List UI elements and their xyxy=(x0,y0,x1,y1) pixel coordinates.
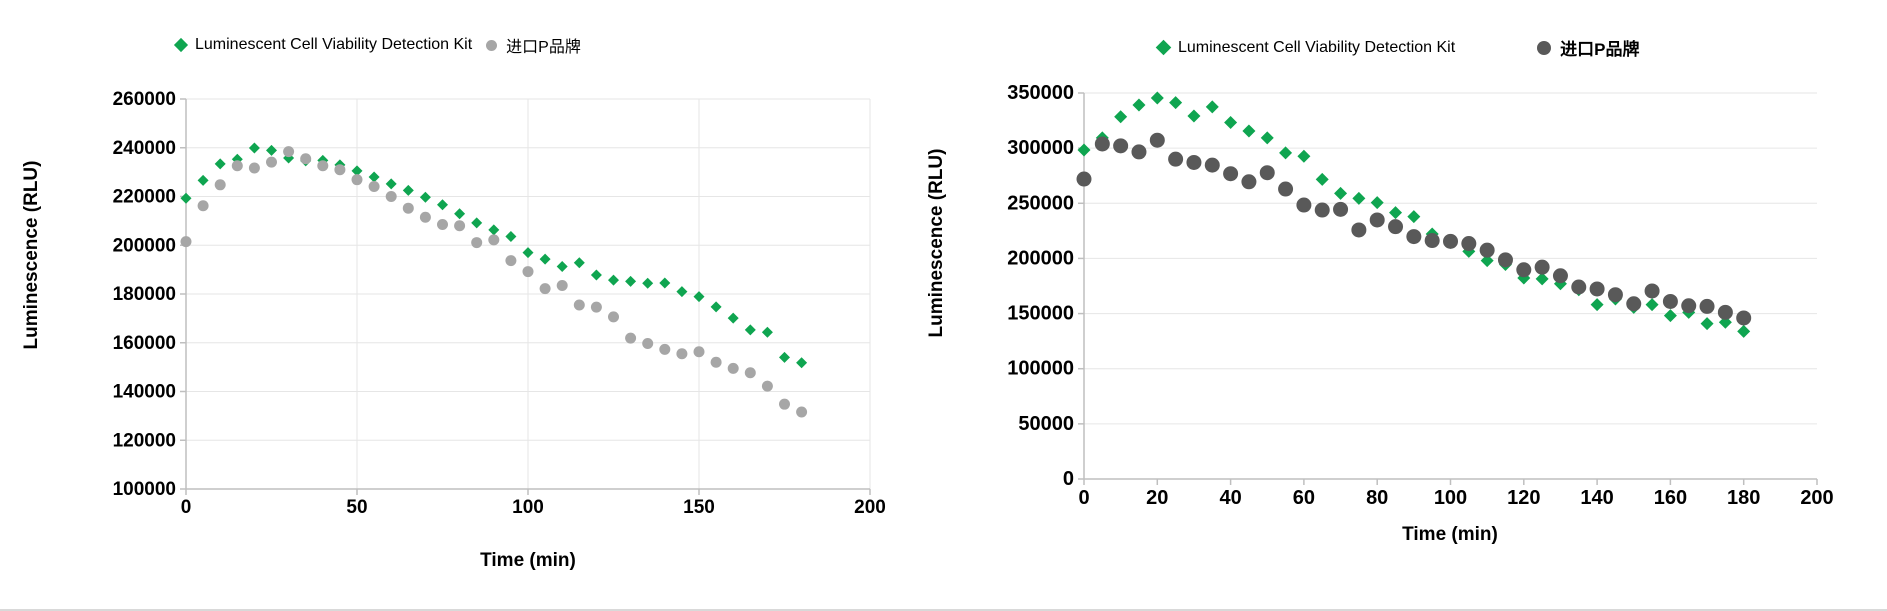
svg-text:120: 120 xyxy=(1507,487,1540,509)
svg-text:100000: 100000 xyxy=(113,479,176,500)
legend-label-kit: Luminescent Cell Viability Detection Kit xyxy=(195,36,473,53)
svg-text:200000: 200000 xyxy=(113,235,176,256)
svg-text:100000: 100000 xyxy=(1007,358,1074,380)
legend-item-pbrand: 进口P品牌 xyxy=(1537,35,1640,60)
svg-text:140000: 140000 xyxy=(113,382,176,403)
legend-label-pbrand: 进口P品牌 xyxy=(1560,40,1640,59)
left-chart-y-axis-title: Luminescence (RLU) xyxy=(21,160,42,350)
svg-text:160: 160 xyxy=(1654,487,1687,509)
svg-text:60: 60 xyxy=(1293,487,1315,509)
gray-circle-marker-icon xyxy=(486,39,498,51)
legend-item-kit: Luminescent Cell Viability Detection Kit xyxy=(1155,38,1456,57)
svg-text:80: 80 xyxy=(1366,487,1388,509)
svg-text:160000: 160000 xyxy=(113,333,176,354)
svg-text:200: 200 xyxy=(854,497,886,518)
svg-text:250000: 250000 xyxy=(1007,192,1074,214)
legend-label-pbrand: 进口P品牌 xyxy=(506,39,581,56)
svg-text:50000: 50000 xyxy=(1018,413,1074,435)
svg-text:150000: 150000 xyxy=(1007,303,1074,325)
svg-text:50: 50 xyxy=(346,497,367,518)
svg-text:200: 200 xyxy=(1800,487,1833,509)
svg-text:180: 180 xyxy=(1727,487,1760,509)
svg-text:150: 150 xyxy=(683,497,715,518)
legend-item-pbrand: 进口P品牌 xyxy=(486,33,581,57)
svg-text:40: 40 xyxy=(1219,487,1241,509)
svg-text:240000: 240000 xyxy=(113,138,176,159)
legend-left-chart: Luminescent Cell Viability Detection Kit… xyxy=(173,33,581,57)
svg-text:140: 140 xyxy=(1580,487,1613,509)
svg-text:0: 0 xyxy=(1063,468,1074,490)
svg-text:100: 100 xyxy=(512,497,544,518)
svg-text:20: 20 xyxy=(1146,487,1168,509)
legend-right-chart: Luminescent Cell Viability Detection Kit… xyxy=(1155,35,1640,60)
svg-text:0: 0 xyxy=(181,497,192,518)
svg-text:220000: 220000 xyxy=(113,187,176,208)
right-chart-x-axis-title: Time (min) xyxy=(1402,524,1498,545)
svg-text:0: 0 xyxy=(1078,487,1089,509)
svg-text:100: 100 xyxy=(1434,487,1467,509)
svg-text:200000: 200000 xyxy=(1007,247,1074,269)
svg-text:260000: 260000 xyxy=(113,89,176,110)
svg-text:300000: 300000 xyxy=(1007,137,1074,159)
legend-item-kit: Luminescent Cell Viability Detection Kit xyxy=(173,36,473,54)
svg-text:120000: 120000 xyxy=(113,430,176,451)
svg-text:180000: 180000 xyxy=(113,284,176,305)
dark-gray-circle-marker-icon xyxy=(1537,40,1552,55)
legend-label-kit: Luminescent Cell Viability Detection Kit xyxy=(1178,38,1456,56)
left-chart-x-axis-title: Time (min) xyxy=(480,550,576,571)
right-chart-y-axis-title: Luminescence (RLU) xyxy=(926,148,947,338)
svg-text:350000: 350000 xyxy=(1007,82,1074,104)
green-diamond-marker-icon xyxy=(173,37,189,53)
green-diamond-marker-icon xyxy=(1155,39,1172,56)
